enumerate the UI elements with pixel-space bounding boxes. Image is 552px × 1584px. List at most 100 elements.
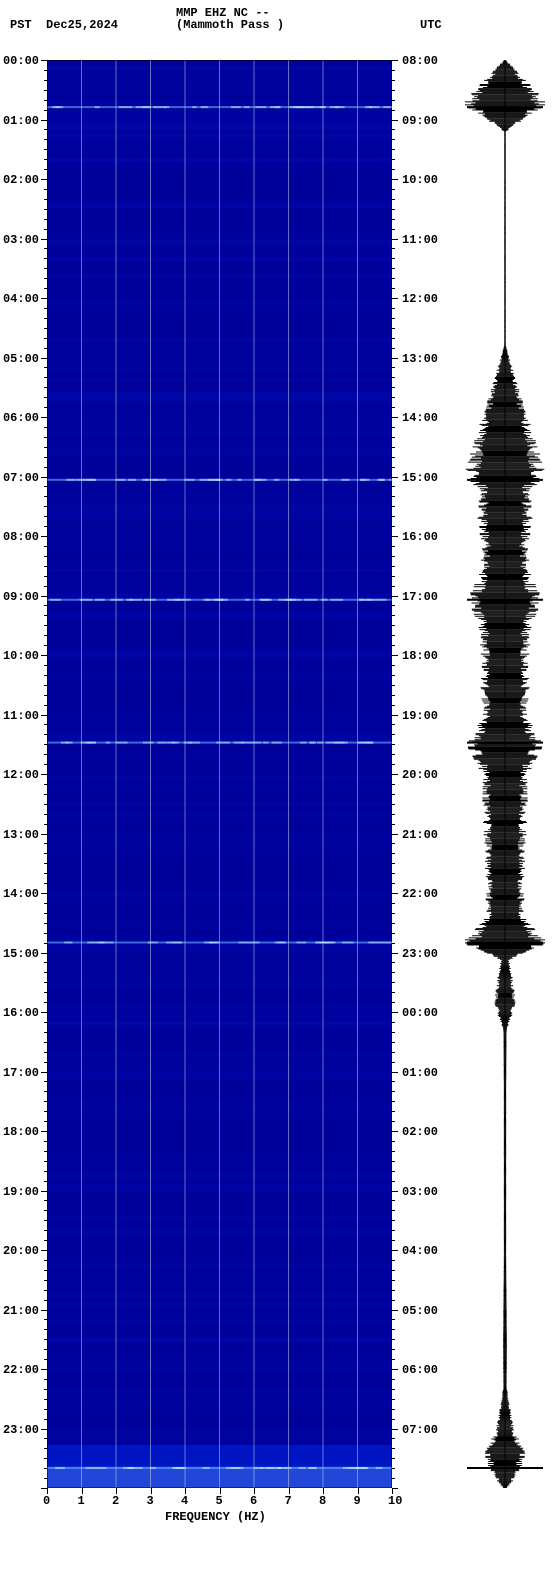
tick-mark [392, 853, 395, 854]
x-tick-label: 10 [388, 1494, 402, 1508]
tick-mark [44, 1290, 47, 1291]
tick-mark [44, 1081, 47, 1082]
x-tick-label: 6 [250, 1494, 257, 1508]
tick-mark [392, 824, 395, 825]
tick-mark [392, 1290, 395, 1291]
tick-mark [392, 516, 395, 517]
tick-mark [392, 1072, 398, 1073]
tick-mark [44, 526, 47, 527]
tick-mark [44, 1200, 47, 1201]
tick-mark [392, 635, 395, 636]
x-tick-label: 7 [285, 1494, 292, 1508]
tick-mark [392, 972, 395, 973]
tick-mark [392, 427, 395, 428]
tick-mark [392, 298, 398, 299]
utc-hour-label: 16:00 [402, 530, 438, 544]
tick-mark [392, 546, 395, 547]
tick-mark [44, 764, 47, 765]
tick-mark [392, 744, 395, 745]
tick-mark [41, 655, 47, 656]
spectrogram-page: PST Dec25,2024 MMP EHZ NC -- (Mammoth Pa… [0, 0, 552, 1584]
tick-mark [392, 1319, 395, 1320]
tick-mark [41, 239, 47, 240]
pst-hour-label: 02:00 [0, 173, 39, 187]
tick-mark [44, 397, 47, 398]
tick-mark [392, 1429, 398, 1430]
tick-mark [392, 496, 395, 497]
tick-mark [392, 70, 395, 71]
tick-mark [44, 1349, 47, 1350]
tick-mark [44, 873, 47, 874]
tick-mark [44, 1319, 47, 1320]
tick-mark [392, 209, 395, 210]
tick-mark [41, 834, 47, 835]
pst-hour-label: 06:00 [0, 411, 39, 425]
tick-mark [44, 516, 47, 517]
tick-mark [44, 962, 47, 963]
tick-mark [44, 784, 47, 785]
tick-mark [44, 219, 47, 220]
pst-hour-label: 14:00 [0, 887, 39, 901]
tick-mark [44, 1161, 47, 1162]
tick-mark [392, 1052, 395, 1053]
tick-mark [392, 596, 398, 597]
tick-mark [392, 1458, 395, 1459]
tick-mark [44, 1448, 47, 1449]
tick-mark [44, 318, 47, 319]
pst-hour-label: 11:00 [0, 709, 39, 723]
tick-mark [44, 695, 47, 696]
tick-mark [392, 883, 395, 884]
utc-hour-label: 17:00 [402, 590, 438, 604]
tick-mark [44, 824, 47, 825]
tick-mark [41, 477, 47, 478]
tick-mark [392, 615, 395, 616]
tick-mark [44, 1399, 47, 1400]
tick-mark [392, 377, 395, 378]
tick-mark [392, 655, 398, 656]
tick-mark [44, 1220, 47, 1221]
tick-mark [392, 1300, 395, 1301]
tick-mark [44, 635, 47, 636]
tick-mark [392, 60, 398, 61]
tick-mark [392, 139, 395, 140]
tick-mark [44, 913, 47, 914]
tick-mark [392, 1220, 395, 1221]
tick-mark [392, 1121, 395, 1122]
tick-mark [392, 1310, 398, 1311]
tick-mark [44, 1419, 47, 1420]
tick-mark [392, 1111, 395, 1112]
tick-mark [44, 1091, 47, 1092]
tick-mark [41, 1012, 47, 1013]
header: PST Dec25,2024 MMP EHZ NC -- (Mammoth Pa… [0, 4, 552, 40]
tick-mark [44, 546, 47, 547]
tick-mark [392, 675, 395, 676]
tick-mark [44, 248, 47, 249]
tick-mark [41, 1131, 47, 1132]
tick-mark [44, 1032, 47, 1033]
tick-mark [392, 1161, 395, 1162]
tick-mark [44, 90, 47, 91]
tick-mark [44, 586, 47, 587]
tick-mark [392, 1141, 395, 1142]
tick-mark [44, 407, 47, 408]
tick-mark [392, 467, 395, 468]
tick-mark [392, 1339, 395, 1340]
tick-mark [392, 506, 395, 507]
tick-mark [44, 1062, 47, 1063]
pst-hour-label: 05:00 [0, 352, 39, 366]
tick-mark [44, 288, 47, 289]
tick-mark [41, 1250, 47, 1251]
tick-mark [392, 1419, 395, 1420]
tick-mark [392, 110, 395, 111]
tick-mark [392, 843, 395, 844]
tick-mark [44, 933, 47, 934]
tick-mark [392, 100, 395, 101]
utc-hour-label: 14:00 [402, 411, 438, 425]
tick-mark [44, 1121, 47, 1122]
tick-mark [44, 80, 47, 81]
tick-mark [392, 1448, 395, 1449]
utc-hour-label: 01:00 [402, 1066, 438, 1080]
tick-mark [44, 308, 47, 309]
tick-mark [392, 1081, 395, 1082]
tick-mark [392, 1012, 398, 1013]
